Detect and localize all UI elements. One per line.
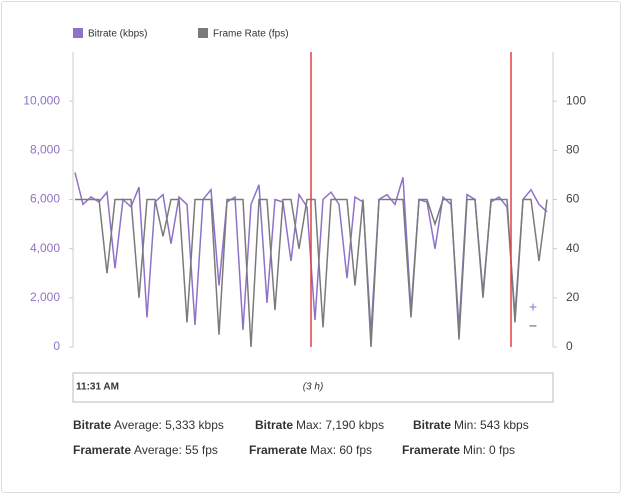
y-tick-label: 4,000 bbox=[30, 241, 60, 255]
y-tick-label: 2,000 bbox=[30, 290, 60, 304]
stat: Framerate Average: 55 fps bbox=[73, 443, 218, 457]
range-selector[interactable] bbox=[72, 372, 554, 403]
legend-swatch bbox=[73, 28, 83, 38]
chart: + − 11:31 AM (3 h) 0 2,000 4,000 6,000 8,000… bbox=[23, 28, 586, 403]
legend-label: Frame Rate (fps) bbox=[213, 29, 289, 40]
stat-label: Bitrate bbox=[73, 418, 112, 432]
legend-label: Bitrate (kbps) bbox=[88, 29, 147, 40]
y-tick-label: 0 bbox=[53, 339, 60, 353]
stat: Framerate Max: 60 fps bbox=[249, 443, 372, 457]
zoom-out[interactable]: − bbox=[529, 318, 537, 334]
stat-label: Bitrate bbox=[255, 418, 294, 432]
y-tick-label: 10,000 bbox=[23, 93, 60, 107]
stat: Framerate Min: 0 fps bbox=[402, 443, 515, 457]
stat-value: Min: 543 kbps bbox=[454, 418, 529, 432]
y2-tick-label: 20 bbox=[566, 290, 580, 304]
stat-value: Average: 55 fps bbox=[134, 443, 218, 457]
stat: Bitrate Min: 543 kbps bbox=[413, 418, 529, 432]
y2-tick-label: 100 bbox=[566, 93, 586, 107]
y-tick-label: 6,000 bbox=[30, 192, 60, 206]
y2-tick-label: 80 bbox=[566, 143, 580, 157]
stat-value: Max: 60 fps bbox=[310, 443, 373, 457]
range-start: 11:31 AM bbox=[76, 382, 119, 393]
range-span: (3 h) bbox=[303, 382, 324, 393]
y2-tick-label: 60 bbox=[566, 192, 580, 206]
stat-label: Framerate bbox=[73, 443, 132, 457]
y2-tick-label: 0 bbox=[566, 339, 573, 353]
stat-label: Framerate bbox=[402, 443, 461, 457]
stat-label: Framerate bbox=[249, 443, 308, 457]
legend-swatch bbox=[198, 28, 208, 38]
stat-value: Min: 0 fps bbox=[463, 443, 516, 457]
stat-value: Average: 5,333 kbps bbox=[114, 418, 224, 432]
y2-tick-label: 40 bbox=[566, 241, 580, 255]
stat-label: Bitrate bbox=[413, 418, 452, 432]
stat-value: Max: 7,190 kbps bbox=[296, 418, 385, 432]
stat: Bitrate Max: 7,190 kbps bbox=[255, 418, 384, 432]
stat: Bitrate Average: 5,333 kbps bbox=[73, 418, 224, 432]
y-tick-label: 8,000 bbox=[30, 143, 60, 157]
zoom-in[interactable]: + bbox=[529, 299, 537, 315]
